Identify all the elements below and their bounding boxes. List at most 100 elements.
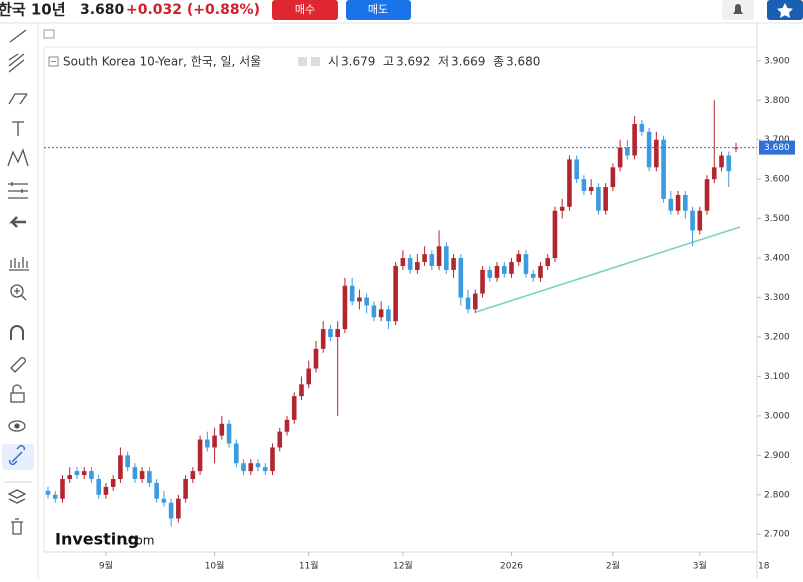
candle-body (197, 439, 203, 472)
candle-body (219, 423, 225, 436)
x-tick-label: 3월 (693, 560, 707, 572)
x-tick-label: 11월 (299, 560, 319, 572)
candle-body (422, 254, 427, 263)
candle-body (371, 305, 377, 318)
candle-body (509, 262, 514, 274)
candle-body (465, 297, 471, 310)
candle-body (125, 455, 130, 468)
candle-body (690, 210, 695, 231)
candle-body (719, 155, 724, 168)
candle-body (270, 447, 275, 472)
logo-brand: Investing (55, 530, 139, 549)
ohlc-value: 3.669 (451, 55, 485, 69)
legend-ohlc: 시 3.679 고 3.692 저 3.669 종 3.680 (328, 55, 540, 69)
x-tick-label: 2026 (500, 562, 523, 572)
candle-body (545, 258, 551, 266)
candle-body (168, 502, 174, 519)
candle-body (494, 265, 500, 278)
candle-body (67, 475, 73, 480)
ohlc-label: 시 (328, 55, 339, 69)
legend-collapse[interactable] (48, 56, 59, 67)
candle-body (429, 254, 435, 266)
candle-body (661, 139, 666, 199)
candle-body (364, 297, 369, 306)
candle-body (60, 479, 65, 499)
candle-body (299, 384, 304, 397)
buy-button[interactable] (272, 0, 338, 20)
candle-body (349, 285, 355, 302)
tool-trash[interactable] (11, 518, 23, 535)
legend-settings[interactable] (298, 57, 307, 66)
candle-body (697, 210, 703, 231)
tool-pattern[interactable] (7, 148, 29, 167)
candle-body (313, 348, 319, 369)
y-tick-label: 3.200 (764, 332, 790, 342)
tool-line[interactable] (9, 29, 27, 43)
tool-channel[interactable] (8, 53, 25, 73)
candle-body (646, 131, 652, 168)
sell-button[interactable] (346, 0, 411, 20)
trend-line (475, 226, 741, 313)
candle-body (581, 179, 587, 192)
y-tick-label: 2.700 (764, 530, 790, 540)
candle-body (501, 265, 507, 274)
candle-body (89, 471, 94, 480)
candle-body (523, 254, 529, 274)
tool-eye[interactable] (8, 420, 26, 432)
candle-body (639, 123, 645, 132)
candle-body (530, 273, 536, 278)
ohlc-label: 종 (493, 55, 504, 69)
candle-body (255, 463, 261, 468)
toolbar-small-icon (43, 29, 55, 39)
candle-body (480, 269, 485, 294)
candle-body (516, 254, 522, 263)
tool-pencil[interactable] (10, 357, 26, 373)
candle-body (617, 147, 623, 168)
tool-indicators[interactable] (9, 257, 29, 271)
candle-body (212, 435, 217, 448)
y-tick-label: 3.900 (764, 56, 790, 66)
y-tick-label: 3.300 (764, 293, 790, 303)
candle-body (436, 246, 442, 266)
legend-close[interactable] (311, 57, 320, 66)
candle-body (118, 455, 123, 480)
x-tick-label: 9월 (99, 560, 113, 572)
tool-lock[interactable] (10, 392, 25, 403)
tool-layers[interactable] (7, 489, 27, 504)
tool-brush[interactable] (8, 93, 28, 105)
price-change: +0.032 (+0.88%) (126, 2, 260, 18)
plot (45, 100, 739, 527)
tool-magnet[interactable] (10, 325, 24, 340)
y-tick-label: 3.600 (764, 175, 790, 185)
star-icon (777, 3, 793, 18)
y-tick-label: 2.800 (764, 490, 790, 500)
sell-label[interactable]: 매도 (368, 3, 388, 16)
price: 3.680 (80, 2, 125, 18)
candle-body (415, 262, 420, 270)
candle-body (103, 486, 109, 495)
candle-body (52, 494, 58, 499)
candle-body (675, 194, 681, 211)
candle-body (610, 167, 616, 188)
candle-body (538, 265, 543, 278)
tool-zoom[interactable] (10, 284, 24, 298)
instrument-title: 한국 10년 (0, 1, 66, 19)
tool-back[interactable] (8, 216, 26, 228)
buy-label[interactable]: 매수 (295, 3, 315, 16)
candle-body (328, 329, 333, 337)
candle-body (683, 194, 688, 211)
candle-body (378, 309, 384, 318)
tool-text[interactable] (12, 121, 24, 136)
candle-body (726, 155, 732, 172)
x-tick-label: 10월 (205, 560, 225, 572)
candle-body (81, 471, 87, 476)
candle-body (472, 293, 478, 310)
tool-fib[interactable] (8, 182, 28, 199)
candle-body (161, 498, 167, 503)
candle-body (335, 329, 340, 337)
candle-body (45, 490, 51, 495)
x-tick-label: 12월 (393, 560, 413, 572)
tool-link[interactable] (9, 445, 25, 465)
candle-body (357, 297, 362, 302)
